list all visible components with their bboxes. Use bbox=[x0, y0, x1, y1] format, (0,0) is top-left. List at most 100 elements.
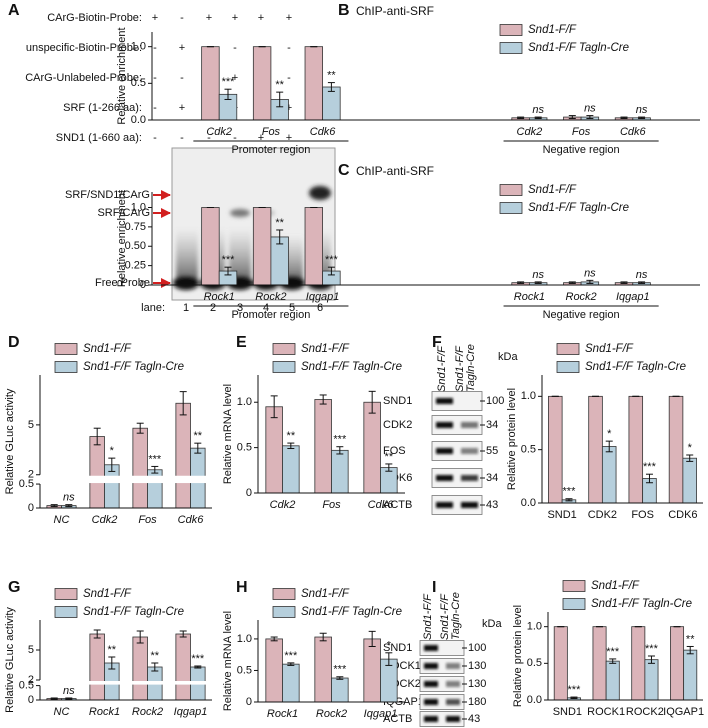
bar bbox=[588, 395, 603, 504]
legend-swatch bbox=[272, 361, 296, 373]
error-bar bbox=[327, 82, 335, 92]
lane-sign: + bbox=[286, 132, 292, 144]
significance-label: *** bbox=[645, 643, 659, 655]
legend-label: Snd1-F/F Tagln-Cre bbox=[301, 606, 402, 618]
bar bbox=[553, 626, 568, 701]
condition-label: SRF (1-266 aa): bbox=[63, 102, 142, 114]
bar bbox=[252, 46, 272, 121]
bar bbox=[89, 436, 105, 509]
significance-label: *** bbox=[333, 664, 347, 676]
significance-label: *** bbox=[606, 646, 620, 658]
panel-letter: D bbox=[8, 334, 20, 351]
blot-band bbox=[424, 663, 438, 669]
legend-label: Snd1-F/F Tagln-Cre bbox=[528, 202, 629, 214]
error-bar bbox=[565, 498, 573, 502]
error-bar bbox=[368, 390, 376, 414]
x-tick-label: Rock1 bbox=[514, 291, 545, 303]
condition-label: SND1 (1-660 aa): bbox=[56, 132, 142, 144]
y-tick-label: 0.0 bbox=[521, 497, 536, 509]
x-tick-label: Cdk6 bbox=[310, 126, 337, 138]
panel-letter: A bbox=[8, 2, 20, 19]
significance-label: *** bbox=[568, 684, 582, 696]
error-bar bbox=[108, 656, 116, 670]
bar bbox=[314, 636, 332, 703]
legend-label: Snd1-F/F bbox=[585, 343, 634, 355]
x-tick-label: NC bbox=[54, 514, 70, 526]
significance-label: ** bbox=[385, 451, 394, 463]
error-bar bbox=[336, 676, 344, 680]
error-bar bbox=[568, 115, 576, 120]
x-tick-label: Rock2 bbox=[255, 291, 286, 303]
error-bar bbox=[65, 504, 73, 508]
lane-number: 6 bbox=[317, 302, 323, 314]
group-label: Negative region bbox=[543, 309, 620, 321]
significance-label: * bbox=[688, 442, 693, 454]
blot-band bbox=[424, 699, 438, 705]
legend-label: Snd1-F/F bbox=[591, 580, 640, 592]
y-tick-label: 5 bbox=[28, 644, 34, 656]
legend-swatch bbox=[272, 343, 296, 355]
bar bbox=[631, 626, 646, 701]
significance-label: ** bbox=[275, 79, 284, 91]
bar bbox=[132, 636, 148, 701]
error-bar bbox=[517, 281, 525, 284]
x-tick-label: Fos bbox=[138, 514, 157, 526]
y-tick-label: 0 bbox=[140, 279, 146, 291]
x-tick-label: Rock1 bbox=[89, 706, 120, 718]
blot-column-label: Tagln-Cre bbox=[450, 592, 462, 640]
y-tick-label: 1.0 bbox=[527, 621, 542, 633]
blot-band bbox=[436, 502, 453, 508]
error-bar bbox=[93, 629, 101, 639]
bar bbox=[89, 633, 105, 701]
error-bar bbox=[686, 645, 694, 655]
lane-number: 4 bbox=[263, 302, 269, 314]
blot-band bbox=[424, 681, 438, 687]
bar bbox=[265, 406, 283, 494]
x-tick-label: ROCK2 bbox=[626, 706, 664, 718]
error-bar bbox=[270, 636, 278, 642]
emsa-arrows bbox=[153, 190, 171, 288]
significance-label: *** bbox=[222, 254, 236, 266]
legend-swatch bbox=[499, 184, 523, 196]
error-bar bbox=[638, 116, 646, 120]
kda-label: 180 bbox=[468, 696, 486, 708]
blot-band bbox=[436, 475, 453, 481]
y-tick-label: 0.5 bbox=[19, 680, 34, 692]
significance-label: ** bbox=[151, 650, 160, 662]
panel-letter: E bbox=[236, 334, 247, 351]
blot-column-label: Snd1-F/F bbox=[436, 345, 448, 392]
x-tick-label: Iqgap1 bbox=[174, 706, 208, 718]
error-bar bbox=[517, 116, 525, 120]
error-bar bbox=[568, 281, 576, 284]
significance-label: ** bbox=[287, 430, 296, 442]
y-tick-label: 0.25 bbox=[125, 260, 146, 272]
blot-row-label: SND1 bbox=[383, 642, 412, 654]
error-bar bbox=[50, 697, 58, 700]
x-tick-label: Rock1 bbox=[267, 708, 298, 720]
bar bbox=[592, 626, 607, 701]
legend-label: Snd1-F/F bbox=[83, 343, 132, 355]
y-tick-label: 1.0 bbox=[237, 633, 252, 645]
legend-swatch bbox=[272, 606, 296, 618]
x-tick-label: SND1 bbox=[547, 509, 576, 521]
y-tick-label: 1.0 bbox=[131, 201, 146, 213]
condition-label: unspecific-Biotin-Probe: bbox=[26, 42, 142, 54]
bar bbox=[331, 449, 349, 494]
error-bar bbox=[609, 658, 617, 664]
kda-label: 43 bbox=[468, 713, 480, 725]
significance-label: * bbox=[110, 445, 115, 457]
blot-column-label: Snd1-F/F bbox=[439, 593, 451, 640]
x-tick-label: Fos bbox=[322, 499, 341, 511]
blot-column-label: Tagln-Cre bbox=[465, 344, 477, 392]
kda-label: 34 bbox=[486, 472, 498, 484]
x-tick-label: Cdk6 bbox=[178, 514, 205, 526]
bar bbox=[304, 207, 324, 286]
group-label: Promoter region bbox=[231, 144, 310, 156]
bar bbox=[201, 46, 220, 121]
error-bar bbox=[368, 630, 376, 647]
lane-sign: + bbox=[286, 12, 292, 24]
y-axis-label: Relative mRNA level bbox=[222, 611, 234, 711]
kda-label: 130 bbox=[468, 678, 486, 690]
band-label: Free Probe bbox=[95, 277, 150, 289]
lane-sign: - bbox=[180, 132, 184, 144]
